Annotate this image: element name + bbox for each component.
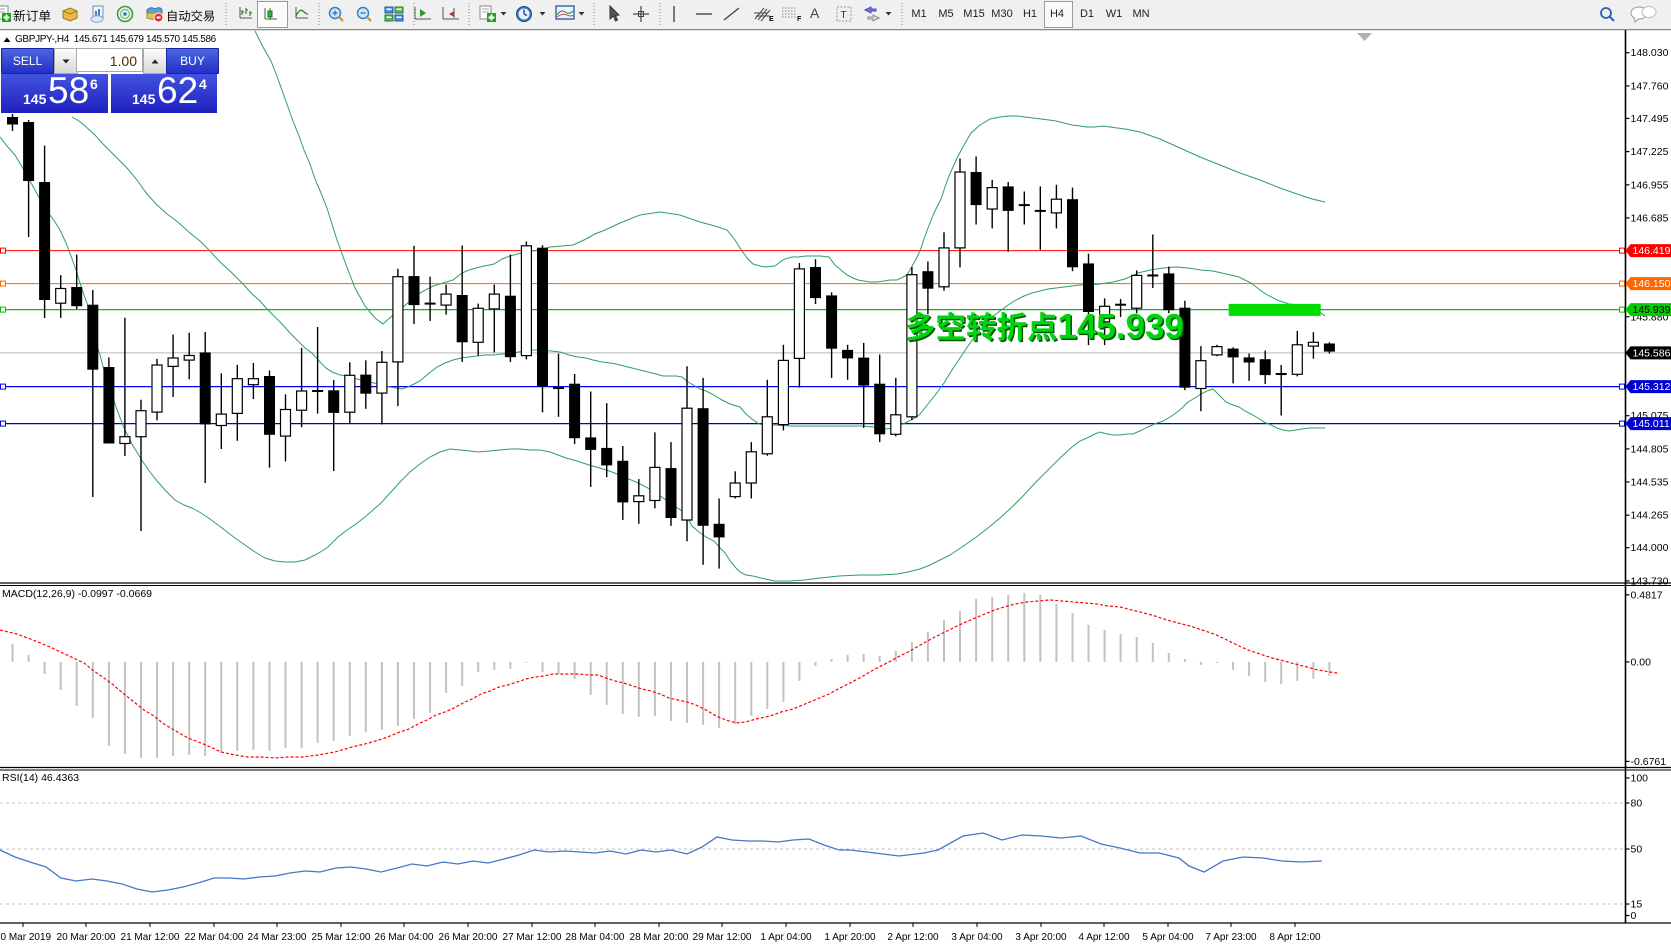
- svg-text:2 Apr 12:00: 2 Apr 12:00: [887, 932, 939, 943]
- svg-text:146.685: 146.685: [1631, 212, 1669, 224]
- svg-text:1 Apr 04:00: 1 Apr 04:00: [760, 932, 812, 943]
- svg-text:RSI(14) 46.4363: RSI(14) 46.4363: [2, 772, 79, 784]
- svg-text:145.939: 145.939: [1633, 304, 1671, 316]
- svg-text:0.4817: 0.4817: [1631, 589, 1663, 601]
- svg-text:145.586: 145.586: [1633, 347, 1671, 359]
- svg-text:145.939: 145.939: [1059, 309, 1186, 348]
- svg-text:144.535: 144.535: [1631, 477, 1669, 489]
- svg-text:20 Mar 20:00: 20 Mar 20:00: [57, 932, 116, 943]
- svg-text:5 Apr 04:00: 5 Apr 04:00: [1142, 932, 1194, 943]
- svg-text:4 Apr 12:00: 4 Apr 12:00: [1078, 932, 1130, 943]
- svg-text:0.00: 0.00: [1631, 656, 1652, 668]
- svg-text:145.312: 145.312: [1633, 381, 1671, 393]
- svg-text:24 Mar 23:00: 24 Mar 23:00: [248, 932, 307, 943]
- svg-text:144.805: 144.805: [1631, 443, 1669, 455]
- svg-text:22 Mar 04:00: 22 Mar 04:00: [185, 932, 244, 943]
- svg-text:148.030: 148.030: [1631, 47, 1669, 59]
- svg-text:147.225: 147.225: [1631, 146, 1669, 158]
- svg-text:29 Mar 12:00: 29 Mar 12:00: [693, 932, 752, 943]
- svg-text:F: F: [797, 16, 802, 23]
- svg-text:144.265: 144.265: [1631, 510, 1669, 522]
- svg-text:21 Mar 12:00: 21 Mar 12:00: [121, 932, 180, 943]
- svg-text:7 Apr 23:00: 7 Apr 23:00: [1205, 932, 1257, 943]
- svg-text:26 Mar 20:00: 26 Mar 20:00: [439, 932, 498, 943]
- svg-text:T: T: [841, 10, 847, 21]
- svg-text:146.955: 146.955: [1631, 179, 1669, 191]
- svg-text:20 Mar 2019: 20 Mar 2019: [0, 932, 52, 943]
- svg-text:E: E: [769, 16, 774, 23]
- svg-text:80: 80: [1631, 798, 1643, 810]
- svg-text:145.011: 145.011: [1633, 418, 1670, 430]
- svg-text:146.419: 146.419: [1633, 245, 1671, 257]
- svg-text:3 Apr 04:00: 3 Apr 04:00: [951, 932, 1003, 943]
- svg-text:28 Mar 20:00: 28 Mar 20:00: [630, 932, 689, 943]
- svg-text:-0.6761: -0.6761: [1631, 756, 1667, 768]
- svg-text:50: 50: [1631, 844, 1643, 856]
- svg-text:0: 0: [1631, 910, 1637, 922]
- svg-text:15: 15: [1631, 899, 1643, 911]
- svg-text:26 Mar 04:00: 26 Mar 04:00: [375, 932, 434, 943]
- svg-text:144.000: 144.000: [1631, 542, 1669, 554]
- svg-text:3 Apr 20:00: 3 Apr 20:00: [1015, 932, 1067, 943]
- svg-text:146.150: 146.150: [1633, 278, 1671, 290]
- svg-text:147.495: 147.495: [1631, 113, 1669, 125]
- svg-text:100: 100: [1631, 773, 1649, 785]
- svg-text:143.730: 143.730: [1631, 575, 1669, 587]
- svg-text:28 Mar 04:00: 28 Mar 04:00: [566, 932, 625, 943]
- svg-text:27 Mar 12:00: 27 Mar 12:00: [503, 932, 562, 943]
- svg-text:25 Mar 12:00: 25 Mar 12:00: [312, 932, 371, 943]
- svg-text:1 Apr 20:00: 1 Apr 20:00: [824, 932, 876, 943]
- svg-text:145.939: 145.939: [1058, 308, 1185, 347]
- svg-text:147.760: 147.760: [1631, 80, 1669, 92]
- svg-text:MACD(12,26,9) -0.0997 -0.0669: MACD(12,26,9) -0.0997 -0.0669: [2, 588, 152, 600]
- svg-text:8 Apr 12:00: 8 Apr 12:00: [1269, 932, 1321, 943]
